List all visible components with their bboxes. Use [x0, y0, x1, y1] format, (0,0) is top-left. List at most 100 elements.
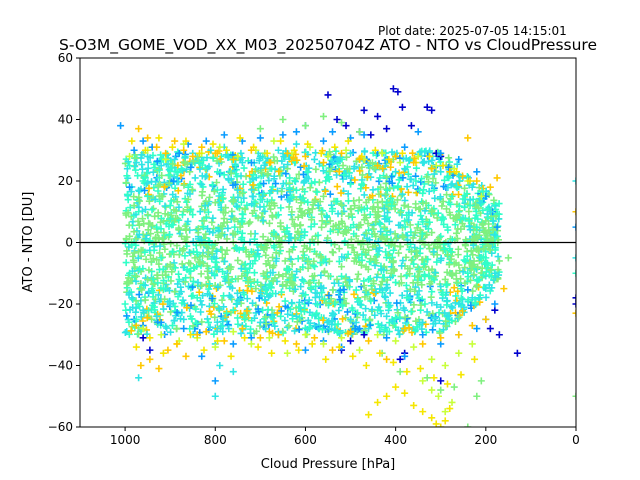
cloud-marker	[223, 269, 231, 277]
data-point	[162, 155, 170, 163]
cloud-marker	[209, 154, 217, 162]
cloud-marker	[287, 234, 295, 242]
cloud-marker	[294, 213, 302, 221]
cloud-marker	[320, 295, 328, 303]
data-point	[401, 202, 409, 210]
cloud-marker	[418, 175, 426, 183]
cloud-marker	[470, 257, 478, 265]
data-point	[177, 165, 185, 173]
cloud-marker	[369, 225, 377, 233]
cloud-marker	[239, 180, 247, 188]
data-point	[414, 272, 422, 280]
cloud-marker	[229, 198, 237, 206]
cloud-marker	[478, 187, 486, 195]
cloud-marker	[206, 323, 214, 331]
cloud-marker	[421, 207, 429, 215]
cloud-marker	[304, 316, 312, 324]
cloud-marker	[243, 269, 251, 277]
data-point	[491, 306, 499, 314]
data-point	[374, 331, 382, 339]
cloud-marker	[342, 153, 350, 161]
cloud-marker	[144, 158, 152, 166]
cloud-marker	[130, 258, 138, 266]
cloud-marker	[123, 250, 131, 258]
cloud-marker	[269, 268, 277, 276]
cloud-marker	[350, 230, 358, 238]
cloud-marker	[270, 262, 278, 270]
cloud-marker	[132, 308, 140, 316]
cloud-marker	[369, 205, 377, 213]
data-point	[392, 152, 400, 160]
cloud-marker	[283, 191, 291, 199]
cloud-marker	[418, 281, 426, 289]
data-point	[356, 297, 364, 305]
data-point	[153, 143, 161, 151]
cloud-marker	[237, 329, 245, 337]
cloud-marker	[278, 157, 286, 165]
cloud-marker	[420, 158, 428, 166]
cloud-marker	[211, 270, 219, 278]
cloud-marker	[213, 247, 221, 255]
cloud-marker	[208, 294, 216, 302]
data-point	[306, 278, 314, 286]
cloud-marker	[487, 272, 495, 280]
cloud-marker	[180, 263, 188, 271]
data-point	[274, 331, 282, 339]
cloud-marker	[174, 293, 182, 301]
cloud-marker	[413, 252, 421, 260]
cloud-marker	[269, 290, 277, 298]
cloud-marker	[425, 187, 433, 195]
data-point	[135, 374, 143, 382]
cloud-marker	[298, 208, 306, 216]
data-point	[286, 174, 294, 182]
cloud-marker	[238, 210, 246, 218]
data-point	[464, 134, 472, 142]
cloud-marker	[429, 175, 437, 183]
cloud-marker	[165, 287, 173, 295]
data-point	[457, 285, 465, 293]
data-point	[292, 195, 300, 203]
cloud-marker	[265, 219, 273, 227]
cloud-marker	[228, 284, 236, 292]
cloud-marker	[211, 313, 219, 321]
cloud-marker	[380, 274, 388, 282]
data-point	[259, 306, 267, 314]
data-point	[471, 232, 479, 240]
cloud-marker	[201, 202, 209, 210]
cloud-marker	[319, 207, 327, 215]
cloud-marker	[132, 321, 140, 329]
cloud-marker	[196, 179, 204, 187]
cloud-marker	[348, 213, 356, 221]
cloud-marker	[247, 325, 255, 333]
cloud-marker	[475, 204, 483, 212]
cloud-marker	[178, 232, 186, 240]
cloud-marker	[169, 248, 177, 256]
data-point	[385, 303, 393, 311]
cloud-marker	[248, 174, 256, 182]
cloud-marker	[324, 272, 332, 280]
data-point	[425, 152, 433, 160]
cloud-marker	[143, 314, 151, 322]
cloud-marker	[178, 211, 186, 219]
data-point	[223, 309, 231, 317]
data-point	[310, 334, 318, 342]
data-point	[155, 260, 163, 268]
cloud-marker	[132, 235, 140, 243]
cloud-marker	[336, 286, 344, 294]
data-point	[416, 365, 424, 373]
cloud-marker	[221, 257, 229, 265]
data-point	[146, 346, 154, 354]
cloud-marker	[243, 307, 251, 315]
cloud-marker	[181, 159, 189, 167]
cloud-marker	[297, 283, 305, 291]
cloud-marker	[249, 299, 257, 307]
cloud-marker	[354, 270, 362, 278]
cloud-marker	[254, 305, 262, 313]
cloud-marker	[316, 198, 324, 206]
cloud-marker	[242, 314, 250, 322]
cloud-marker	[166, 165, 174, 173]
cloud-marker	[480, 228, 488, 236]
data-point	[128, 294, 136, 302]
cloud-marker	[340, 253, 348, 261]
cloud-marker	[199, 292, 207, 300]
